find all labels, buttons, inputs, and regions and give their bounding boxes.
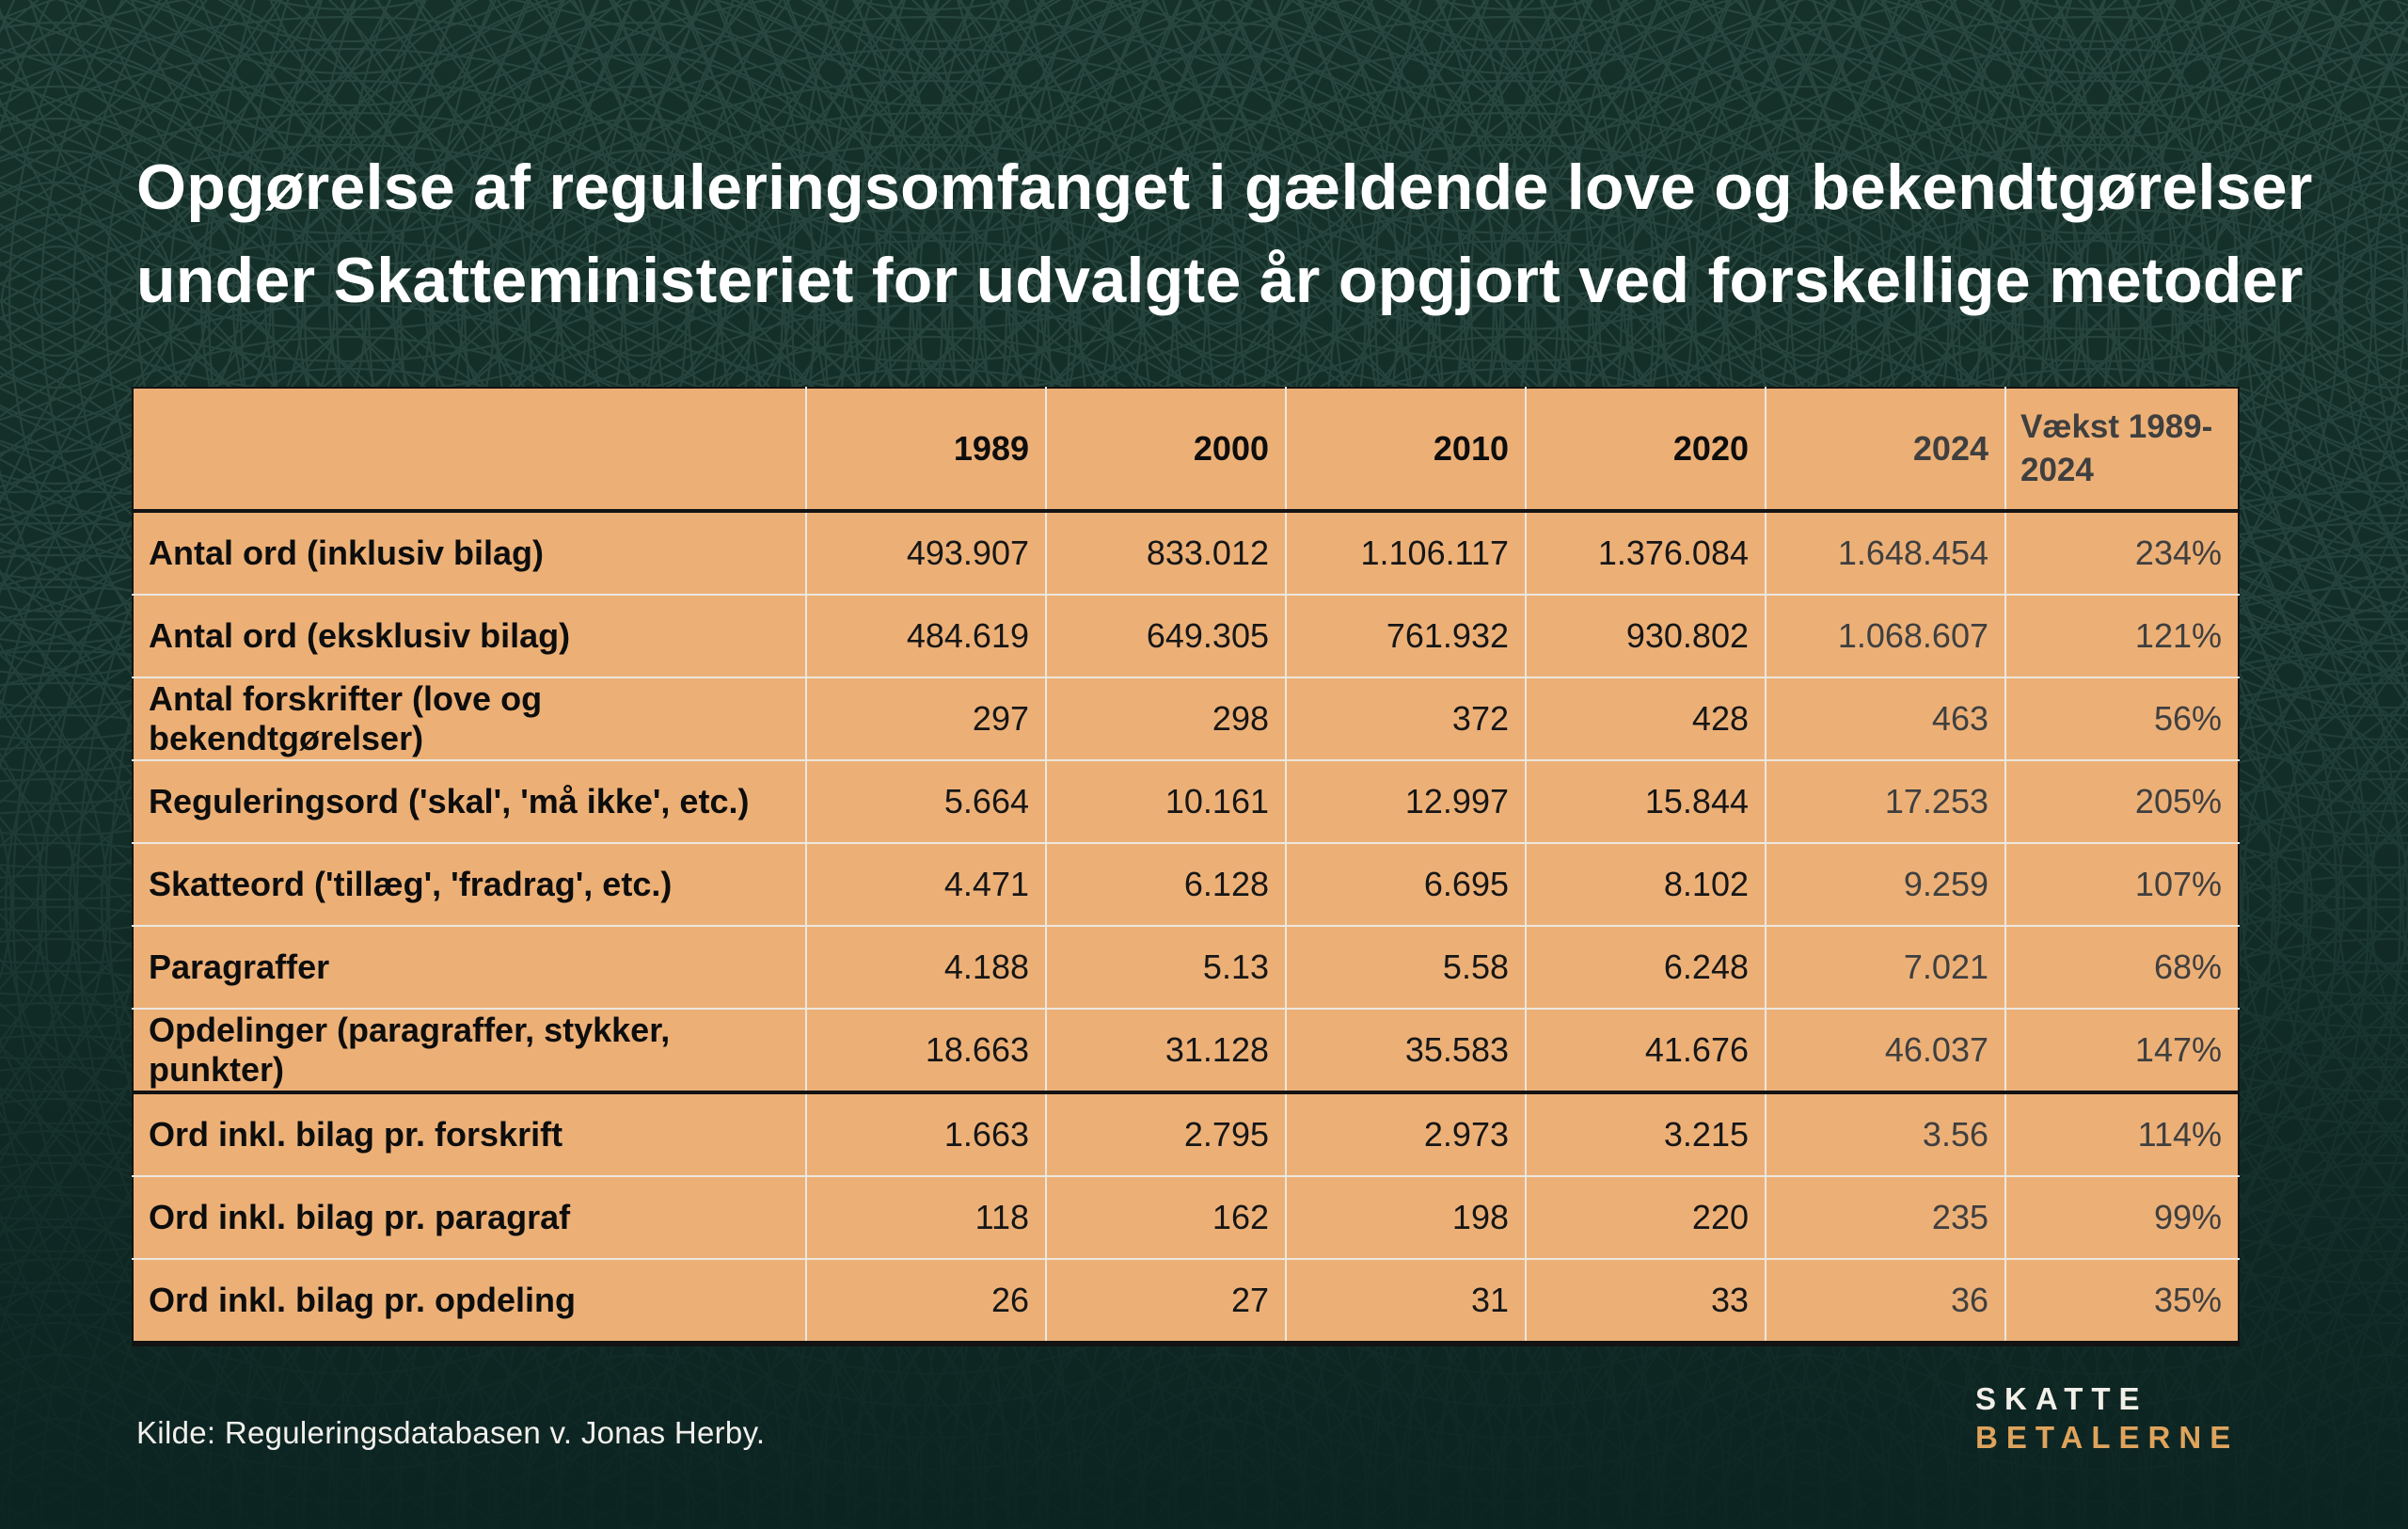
header-row: 1989 2000 2010 2020 2024 Vækst 1989-2024 (133, 388, 2239, 511)
year-value-cell: 18.663 (805, 1009, 1046, 1092)
growth-value-cell: 114% (2004, 1092, 2239, 1176)
year-value-cell: 36 (1765, 1259, 2005, 1344)
year-value-cell: 33 (1525, 1259, 1766, 1344)
year-value-cell: 162 (1045, 1176, 1286, 1259)
year-value-cell: 10.161 (1045, 760, 1286, 843)
year-value-cell: 4.188 (805, 926, 1046, 1009)
year-value-cell: 4.471 (805, 843, 1046, 926)
year-value-cell: 27 (1045, 1259, 1286, 1344)
year-value-cell: 1.663 (805, 1092, 1046, 1176)
row-label-cell: Ord inkl. bilag pr. forskrift (149, 1115, 563, 1154)
year-value-cell: 198 (1285, 1176, 1526, 1259)
table-row: Antal forskrifter (love og bekendtgørels… (133, 677, 2239, 760)
year-value-cell: 118 (805, 1176, 1046, 1259)
growth-value-cell: 121% (2004, 595, 2239, 677)
table-row: Opdelinger (paragraffer, stykker, punkte… (133, 1009, 2239, 1092)
year-value-cell: 6.128 (1045, 843, 1286, 926)
year-value-cell: 833.012 (1045, 511, 1286, 595)
year-value-cell: 2.973 (1285, 1092, 1526, 1176)
year-value-cell: 46.037 (1765, 1009, 2005, 1092)
year-value-cell: 5.13 (1045, 926, 1286, 1009)
year-value-cell: 463 (1765, 677, 2005, 760)
table-row: Antal ord (eksklusiv bilag) 484.619 649.30… (133, 595, 2239, 677)
year-value-cell: 428 (1525, 677, 1766, 760)
table-row: Ord inkl. bilag pr. forskrift 1.663 2.795 2… (133, 1092, 2239, 1176)
year-value-cell: 649.305 (1045, 595, 1286, 677)
corner-cell (133, 388, 806, 511)
year-value-cell: 2.795 (1045, 1092, 1286, 1176)
row-label-cell: Antal ord (eksklusiv bilag) (149, 616, 571, 655)
row-label-cell: Reguleringsord ('skal', 'må ikke', etc.) (149, 782, 750, 820)
table-row: Ord inkl. bilag pr. paragraf 118 162 198 220… (133, 1176, 2239, 1259)
year-value-cell: 372 (1285, 677, 1526, 760)
year-value-cell: 761.932 (1285, 595, 1526, 677)
year-value-cell: 5.58 (1285, 926, 1526, 1009)
column-header-2010: 2010 (1285, 388, 1526, 511)
page-title: Opgørelse af reguleringsomfanget i gælde… (136, 141, 2328, 327)
year-value-cell: 9.259 (1765, 843, 2005, 926)
row-label-cell: Ord inkl. bilag pr. opdeling (149, 1281, 577, 1319)
source-note: Kilde: Reguleringsdatabasen v. Jonas Her… (136, 1415, 766, 1450)
table-header: 1989 2000 2010 2020 2024 Vækst 1989-2024 (133, 388, 2239, 511)
column-header-2000: 2000 (1045, 388, 1286, 511)
regulation-table: 1989 2000 2010 2020 2024 Vækst 1989-2024… (132, 387, 2240, 1346)
year-value-cell: 1.648.454 (1765, 511, 2005, 595)
row-label-cell: Opdelinger (paragraffer, stykker, punkte… (149, 1011, 671, 1089)
year-value-cell: 35.583 (1285, 1009, 1526, 1092)
year-value-cell: 1.068.607 (1765, 595, 2005, 677)
growth-value-cell: 147% (2004, 1009, 2239, 1092)
year-value-cell: 15.844 (1525, 760, 1766, 843)
column-header-2020: 2020 (1525, 388, 1766, 511)
row-label-cell: Skatteord ('tillæg', 'fradrag', etc.) (149, 865, 673, 903)
year-value-cell: 493.907 (805, 511, 1046, 595)
table-row: Ord inkl. bilag pr. opdeling 26 27 31 33 36 35… (133, 1259, 2239, 1344)
row-label-cell: Antal ord (inklusiv bilag) (149, 534, 545, 572)
growth-value-cell: 99% (2004, 1176, 2239, 1259)
year-value-cell: 7.021 (1765, 926, 2005, 1009)
skattebetalerne-logo: SKATTE BETALERNE (1975, 1379, 2239, 1457)
table-row: Skatteord ('tillæg', 'fradrag', etc.) 4.4… (133, 843, 2239, 926)
year-value-cell: 5.664 (805, 760, 1046, 843)
year-value-cell: 41.676 (1525, 1009, 1766, 1092)
growth-value-cell: 35% (2004, 1259, 2239, 1344)
logo-line-betalerne: BETALERNE (1975, 1420, 2240, 1455)
year-value-cell: 1.106.117 (1285, 511, 1526, 595)
table-body: Antal ord (inklusiv bilag) 493.907 833.012… (133, 511, 2239, 1344)
year-value-cell: 3.56 (1765, 1092, 2005, 1176)
regulation-table-container: 1989 2000 2010 2020 2024 Vækst 1989-2024… (132, 387, 2240, 1346)
year-value-cell: 12.997 (1285, 760, 1526, 843)
year-value-cell: 17.253 (1765, 760, 2005, 843)
year-value-cell: 3.215 (1525, 1092, 1766, 1176)
page-title-line-1: Opgørelse af reguleringsomfanget i gælde… (136, 151, 2313, 223)
growth-value-cell: 68% (2004, 926, 2239, 1009)
year-value-cell: 31.128 (1045, 1009, 1286, 1092)
growth-value-cell: 205% (2004, 760, 2239, 843)
table-row: Paragraffer 4.188 5.13 5.58 6.248 7.021 68% (133, 926, 2239, 1009)
year-value-cell: 6.695 (1285, 843, 1526, 926)
column-header-1989: 1989 (805, 388, 1046, 511)
growth-value-cell: 56% (2004, 677, 2239, 760)
year-value-cell: 930.802 (1525, 595, 1766, 677)
year-value-cell: 1.376.084 (1525, 511, 1766, 595)
year-value-cell: 484.619 (805, 595, 1046, 677)
table-row: Antal ord (inklusiv bilag) 493.907 833.012… (133, 511, 2239, 595)
logo-line-skatte: SKATTE (1975, 1381, 2148, 1416)
table-row: Reguleringsord ('skal', 'må ikke', etc.)… (133, 760, 2239, 843)
row-label-cell: Paragraffer (149, 948, 330, 986)
year-value-cell: 6.248 (1525, 926, 1766, 1009)
column-header-growth: Vækst 1989-2024 (2004, 388, 2239, 511)
column-header-2024: 2024 (1765, 388, 2005, 511)
year-value-cell: 298 (1045, 677, 1286, 760)
page-title-line-2: under Skatteministeriet for udvalgte år … (136, 245, 2304, 316)
growth-value-cell: 107% (2004, 843, 2239, 926)
year-value-cell: 8.102 (1525, 843, 1766, 926)
row-label-cell: Ord inkl. bilag pr. paragraf (149, 1198, 571, 1236)
growth-value-cell: 234% (2004, 511, 2239, 595)
row-label-cell: Antal forskrifter (love og bekendtgørels… (149, 679, 543, 757)
year-value-cell: 297 (805, 677, 1046, 760)
year-value-cell: 235 (1765, 1176, 2005, 1259)
year-value-cell: 26 (805, 1259, 1046, 1344)
year-value-cell: 31 (1285, 1259, 1526, 1344)
year-value-cell: 220 (1525, 1176, 1766, 1259)
